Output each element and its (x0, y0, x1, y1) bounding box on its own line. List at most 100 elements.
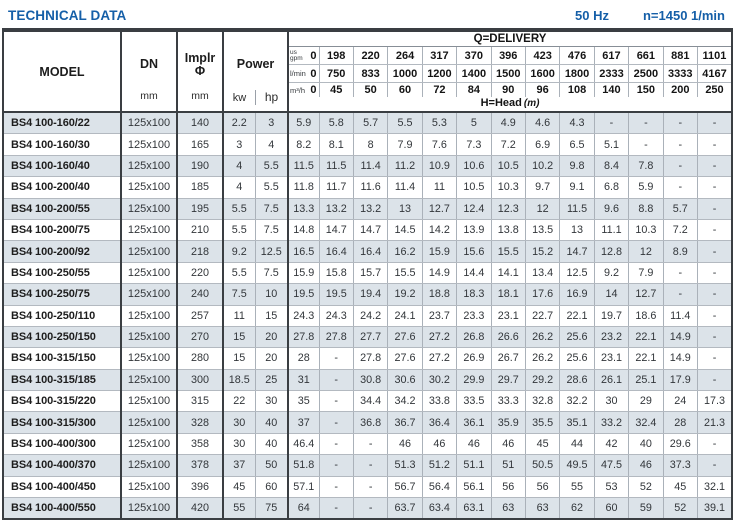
head-value-cell: 5.3 (422, 112, 458, 135)
head-value-cell: 50.5 (525, 454, 561, 477)
head-value-cell: 9.1 (559, 176, 595, 199)
head-value-cell: 24.2 (353, 305, 389, 327)
head-value-cell: 28 (288, 347, 320, 370)
power-hp-cell: 25 (255, 369, 290, 392)
head-value-cell: 59 (628, 497, 664, 520)
head-value-cell: 18.6 (628, 305, 664, 327)
dn-cell: 125x100 (121, 283, 178, 306)
head-value-cell: 24 (663, 390, 698, 413)
head-value-cell: 51 (491, 454, 526, 477)
head-value-cell: 29.6 (663, 433, 698, 456)
table-row: BS4 100-250/110 125x100 257 11 15 24.3 24.3 24.… (3, 305, 732, 327)
head-value-cell: 56.1 (456, 476, 492, 499)
head-value-cell: 21.3 (697, 411, 732, 434)
head-value-cell: 26.1 (594, 369, 630, 392)
delivery-value: 2500 (628, 64, 664, 83)
head-value-cell: 15.6 (456, 240, 492, 263)
head-value-cell: 27.2 (422, 347, 458, 370)
impeller-cell: 220 (177, 262, 224, 285)
head-value-cell: 32.1 (697, 476, 732, 499)
head-value-cell: - (697, 176, 732, 199)
head-value-cell: - (663, 262, 698, 285)
head-value-cell: 11.4 (387, 176, 423, 199)
delivery-value: 881 (663, 46, 698, 65)
model-cell: BS4 100-250/55 (3, 262, 122, 285)
power-kw-cell: 7.5 (223, 283, 256, 306)
power-kw-cell: 4 (223, 176, 256, 199)
head-value-cell: - (319, 497, 354, 520)
head-value-cell: 18.3 (456, 283, 492, 306)
head-value-cell: 46 (628, 454, 664, 477)
head-value-cell: 39.1 (697, 497, 732, 520)
power-kw-cell: 2.2 (223, 112, 256, 135)
table-row: BS4 100-250/55 125x100 220 5.5 7.5 15.9 15.8 15… (3, 262, 732, 285)
unit-label: us gpm (290, 49, 303, 62)
head-value-cell: 64 (288, 497, 320, 520)
head-value-cell: 14.7 (559, 240, 595, 263)
head-value-cell: 10.6 (456, 155, 492, 178)
head-value-cell: 14.9 (663, 326, 698, 349)
dn-cell: 125x100 (121, 133, 178, 156)
dn-cell: 125x100 (121, 198, 178, 220)
head-value-cell: 42 (594, 433, 630, 456)
head-value-cell: - (319, 347, 354, 370)
head-value-cell: 45 (525, 433, 561, 456)
head-value-cell: - (319, 369, 354, 392)
head-value-cell: 6.8 (594, 176, 630, 199)
power-hp-cell: 7.5 (255, 198, 290, 220)
delivery-value: 140 (594, 82, 630, 97)
power-kw-cell: 37 (223, 454, 256, 477)
head-value-cell: 37.3 (663, 454, 698, 477)
head-value-cell: 14.7 (353, 219, 389, 242)
head-value-cell: - (319, 390, 354, 413)
head-value-cell: 16.9 (559, 283, 595, 306)
delivery-value: 317 (422, 46, 458, 65)
power-kw-cell: 15 (223, 326, 256, 349)
power-hp-cell: 7.5 (255, 219, 290, 242)
dn-cell: 125x100 (121, 411, 178, 434)
delivery-unit-cell: l/min 0 (288, 64, 320, 83)
head-value-cell: 30.2 (422, 369, 458, 392)
head-value-cell: 18.8 (422, 283, 458, 306)
dn-cell: 125x100 (121, 497, 178, 520)
head-value-cell: 30 (594, 390, 630, 413)
head-value-cell: 13.4 (525, 262, 561, 285)
head-value-cell: 36.7 (387, 411, 423, 434)
head-value-cell: 15.5 (387, 262, 423, 285)
head-value-cell: 13 (387, 198, 423, 220)
head-value-cell: - (697, 155, 732, 178)
model-cell: BS4 100-160/30 (3, 133, 122, 156)
head-value-cell: - (353, 476, 389, 499)
head-value-cell: 46 (422, 433, 458, 456)
head-value-cell: 27.8 (353, 347, 389, 370)
delivery-value: 72 (422, 82, 458, 97)
top-bar: TECHNICAL DATA 50 Hz n=1450 1/min (0, 0, 735, 28)
dn-cell: 125x100 (121, 369, 178, 392)
delivery-value: 198 (319, 46, 354, 65)
head-value-cell: 28.6 (559, 369, 595, 392)
head-value-cell: - (319, 433, 354, 456)
model-cell: BS4 100-400/550 (3, 497, 122, 520)
head-value-cell: 46 (456, 433, 492, 456)
power-kw-cell: 5.5 (223, 198, 256, 220)
model-cell: BS4 100-315/185 (3, 369, 122, 392)
head-value-cell: 27.6 (387, 347, 423, 370)
power-kw-cell: 4 (223, 155, 256, 178)
table-row: BS4 100-315/185 125x100 300 18.5 25 31-30.8 30… (3, 369, 732, 392)
head-value-cell: 10.5 (456, 176, 492, 199)
delivery-unit-cell: us gpm 0 (288, 46, 320, 65)
head-value-cell: - (663, 283, 698, 306)
dn-cell: 125x100 (121, 390, 178, 413)
head-value-cell: 5.7 (353, 112, 389, 135)
head-value-cell: 26.7 (491, 347, 526, 370)
head-value-cell: - (319, 454, 354, 477)
impeller-cell: 420 (177, 497, 224, 520)
power-kw-cell: 30 (223, 433, 256, 456)
power-kw-cell: 18.5 (223, 369, 256, 392)
head-value-cell: 7.3 (456, 133, 492, 156)
dn-cell: 125x100 (121, 305, 178, 327)
head-value-cell: 7.6 (422, 133, 458, 156)
model-cell: BS4 100-200/40 (3, 176, 122, 199)
head-value-cell: 33.2 (594, 411, 630, 434)
head-value-cell: 22.1 (628, 326, 664, 349)
